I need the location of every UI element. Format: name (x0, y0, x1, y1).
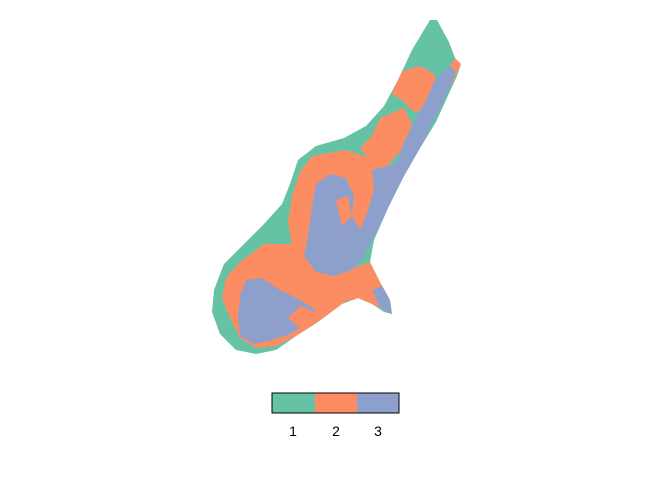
legend-swatch-1 (272, 393, 315, 413)
legend-label-3: 3 (374, 423, 382, 439)
raster-cells (212, 20, 461, 354)
legend-label-2: 2 (332, 423, 340, 439)
legend-label-1: 1 (289, 423, 297, 439)
legend-swatch-3 (357, 393, 399, 413)
class-3-regions (238, 66, 456, 344)
legend-swatch-2 (315, 393, 357, 413)
legend: 1 2 3 (271, 392, 400, 439)
legend-frame (271, 392, 400, 414)
